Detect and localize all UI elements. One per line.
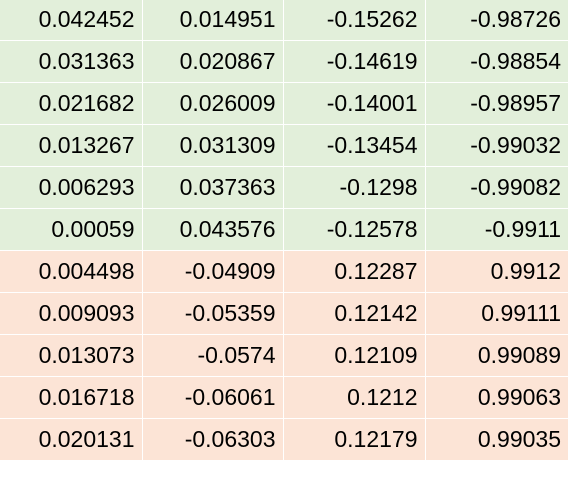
cell[interactable]: 0.020867 [142,40,284,83]
cell[interactable]: 0.014951 [142,0,284,41]
cell[interactable]: -0.0574 [142,334,284,377]
cell[interactable]: -0.99032 [425,124,568,167]
cell[interactable]: 0.99089 [425,334,568,377]
cell[interactable]: -0.14001 [283,82,426,125]
cell[interactable]: 0.016718 [0,376,143,419]
cell[interactable]: -0.98957 [425,82,568,125]
table-row: 0.042452 0.014951 -0.15262 -0.98726 [0,0,568,41]
table-row: 0.013073 -0.0574 0.12109 0.99089 [0,334,568,377]
table-row: 0.004498 -0.04909 0.12287 0.9912 [0,250,568,293]
cell[interactable]: 0.12287 [283,250,426,293]
cell[interactable]: -0.1298 [283,166,426,209]
cell[interactable]: 0.043576 [142,208,284,251]
cell[interactable]: 0.020131 [0,418,143,461]
cell[interactable]: 0.12179 [283,418,426,461]
cell[interactable]: -0.05359 [142,292,284,335]
table-row: 0.016718 -0.06061 0.1212 0.99063 [0,376,568,419]
cell[interactable]: 0.031363 [0,40,143,83]
cell[interactable]: 0.006293 [0,166,143,209]
cell[interactable]: -0.04909 [142,250,284,293]
cell[interactable]: -0.06061 [142,376,284,419]
data-table: 0.042452 0.014951 -0.15262 -0.98726 0.03… [0,0,568,461]
table-row: 0.013267 0.031309 -0.13454 -0.99032 [0,124,568,167]
table-row: 0.009093 -0.05359 0.12142 0.99111 [0,292,568,335]
cell[interactable]: 0.99063 [425,376,568,419]
cell[interactable]: -0.12578 [283,208,426,251]
cell[interactable]: 0.9912 [425,250,568,293]
cell[interactable]: -0.14619 [283,40,426,83]
cell[interactable]: -0.13454 [283,124,426,167]
cell[interactable]: 0.021682 [0,82,143,125]
cell[interactable]: 0.026009 [142,82,284,125]
table-row: 0.021682 0.026009 -0.14001 -0.98957 [0,82,568,125]
cell[interactable]: -0.06303 [142,418,284,461]
cell[interactable]: -0.98726 [425,0,568,41]
cell[interactable]: 0.037363 [142,166,284,209]
cell[interactable]: 0.013267 [0,124,143,167]
cell[interactable]: 0.013073 [0,334,143,377]
cell[interactable]: 0.009093 [0,292,143,335]
cell[interactable]: 0.1212 [283,376,426,419]
table-row: 0.00059 0.043576 -0.12578 -0.9911 [0,208,568,251]
cell[interactable]: 0.12142 [283,292,426,335]
cell[interactable]: -0.9911 [425,208,568,251]
table-row: 0.020131 -0.06303 0.12179 0.99035 [0,418,568,461]
cell[interactable]: -0.98854 [425,40,568,83]
table-row: 0.031363 0.020867 -0.14619 -0.98854 [0,40,568,83]
cell[interactable]: 0.99035 [425,418,568,461]
cell[interactable]: 0.042452 [0,0,143,41]
cell[interactable]: 0.99111 [425,292,568,335]
cell[interactable]: -0.15262 [283,0,426,41]
cell[interactable]: 0.004498 [0,250,143,293]
cell[interactable]: 0.00059 [0,208,143,251]
table-row: 0.006293 0.037363 -0.1298 -0.99082 [0,166,568,209]
cell[interactable]: 0.031309 [142,124,284,167]
cell[interactable]: -0.99082 [425,166,568,209]
cell[interactable]: 0.12109 [283,334,426,377]
